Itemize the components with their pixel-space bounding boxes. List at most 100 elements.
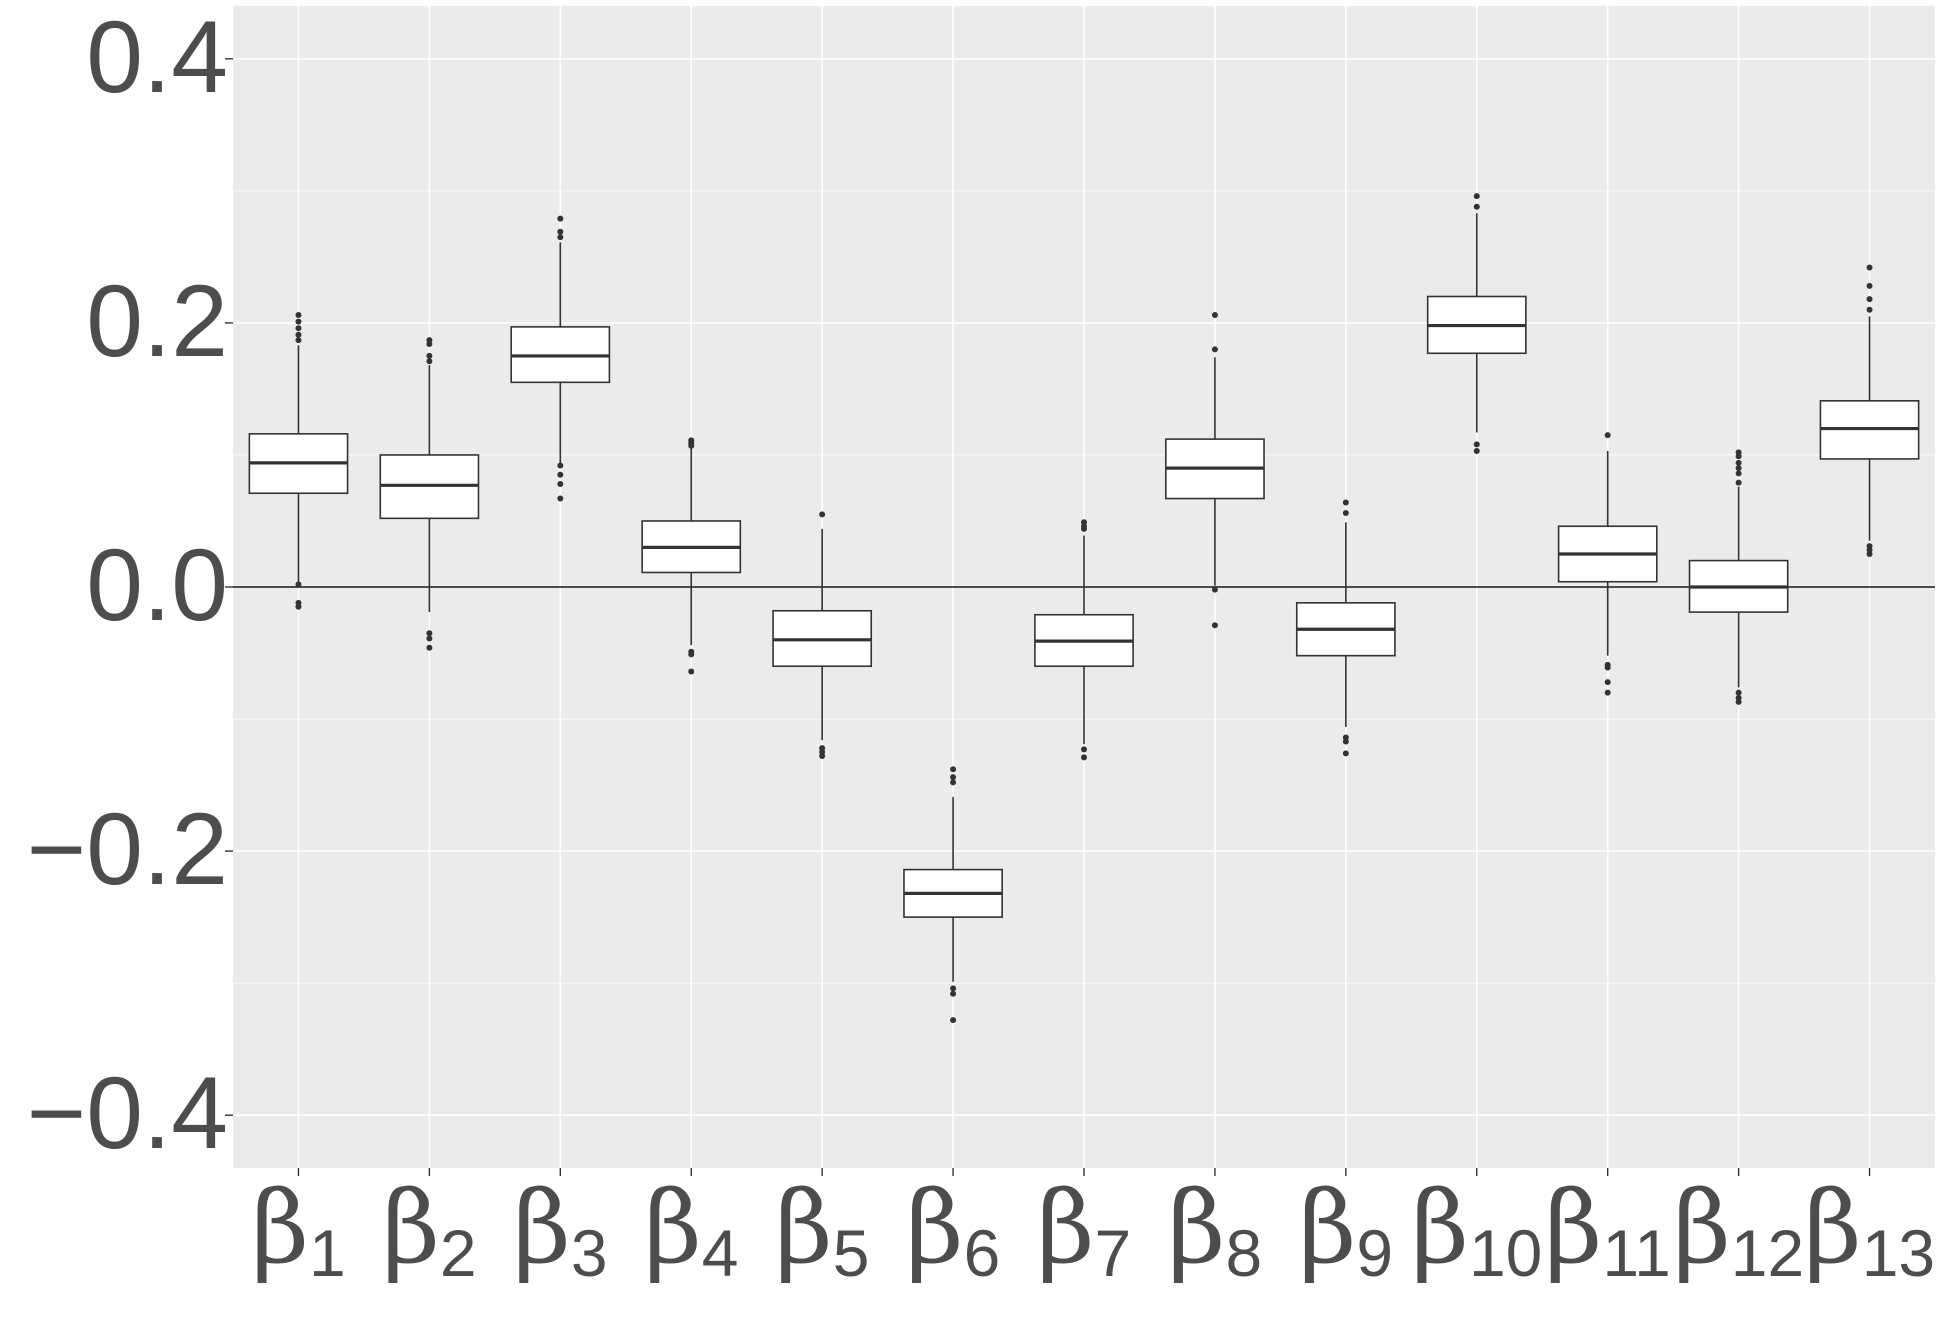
x-tick-label: β3 <box>513 1169 608 1290</box>
x-tick-label: β7 <box>1037 1169 1132 1290</box>
outlier-point <box>1866 296 1873 303</box>
outlier-point <box>1473 447 1480 454</box>
x-tick-label: β4 <box>644 1169 739 1290</box>
x-tick-base: β <box>513 1169 571 1286</box>
x-tick-label: β8 <box>1168 1169 1263 1290</box>
outlier-point <box>1473 203 1480 210</box>
outlier-point <box>1735 479 1742 486</box>
x-tick-base: β <box>1037 1169 1095 1286</box>
outlier-point <box>426 644 433 651</box>
y-axis: 0.4 0.2 0.0 −0.2 −0.4 <box>27 0 233 1170</box>
x-tick-subscript: 2 <box>440 1216 477 1290</box>
outlier-point <box>557 481 564 488</box>
x-tick-base: β <box>1673 1169 1731 1286</box>
x-tick-subscript: 11 <box>1602 1216 1671 1290</box>
box-8 <box>1165 311 1265 629</box>
outlier-point <box>426 635 433 642</box>
outlier-point <box>295 325 302 332</box>
outlier-point <box>295 331 302 338</box>
outlier-point <box>819 753 826 760</box>
outlier-point <box>557 228 564 235</box>
x-tick-base: β <box>775 1169 833 1286</box>
outlier-point <box>1604 679 1611 686</box>
outlier-point <box>688 651 695 658</box>
x-tick-label: β1 <box>251 1169 346 1290</box>
y-tick-label: −0.4 <box>27 1056 228 1170</box>
outlier-point <box>1735 459 1742 466</box>
outlier-point <box>557 215 564 222</box>
box-9 <box>1295 499 1396 757</box>
outlier-point <box>1735 698 1742 705</box>
outlier-point <box>426 630 433 637</box>
outlier-point <box>1866 306 1873 313</box>
outlier-point <box>1866 264 1873 271</box>
outlier-point <box>1735 689 1742 696</box>
outlier-point <box>950 774 957 781</box>
box-10 <box>1426 193 1527 454</box>
outlier-point <box>1342 499 1349 506</box>
outlier-point <box>1211 586 1218 593</box>
outlier-point <box>950 1017 957 1024</box>
x-tick-base: β <box>906 1169 964 1286</box>
outlier-point <box>295 581 302 588</box>
box-5 <box>772 511 873 760</box>
box-2 <box>379 337 480 651</box>
x-tick-label: β9 <box>1299 1169 1394 1290</box>
outlier-point <box>1211 311 1218 318</box>
x-tick-label: β2 <box>382 1169 477 1290</box>
x-tick-label: β12 <box>1673 1169 1804 1290</box>
box-13 <box>1819 264 1920 557</box>
boxes-layer <box>248 193 1920 1024</box>
box-4 <box>641 437 742 675</box>
outlier-point <box>1866 282 1873 289</box>
box-11 <box>1557 432 1658 696</box>
x-tick-subscript: 3 <box>571 1216 608 1290</box>
y-tick-label: −0.2 <box>27 792 228 906</box>
outlier-point <box>1735 465 1742 472</box>
x-tick-base: β <box>1411 1169 1469 1286</box>
x-tick-base: β <box>1299 1169 1357 1286</box>
outlier-point <box>1866 550 1873 557</box>
box-6 <box>903 766 1003 1024</box>
outlier-point <box>1342 510 1349 517</box>
x-tick-label: β13 <box>1804 1169 1935 1290</box>
x-tick-base: β <box>251 1169 309 1286</box>
x-tick-label: β10 <box>1411 1169 1542 1290</box>
outlier-point <box>426 352 433 359</box>
x-tick-subscript: 7 <box>1095 1216 1132 1290</box>
x-tick-subscript: 4 <box>702 1216 739 1290</box>
outlier-point <box>950 990 957 997</box>
x-tick-subscript: 8 <box>1225 1216 1262 1290</box>
outlier-point <box>950 779 957 786</box>
outlier-point <box>950 985 957 992</box>
box-12 <box>1688 449 1789 705</box>
x-tick-subscript: 12 <box>1731 1216 1804 1290</box>
outlier-point <box>688 442 695 449</box>
outlier-point <box>819 511 826 518</box>
outlier-point <box>426 358 433 365</box>
box-3 <box>510 215 611 502</box>
outlier-point <box>1081 754 1087 761</box>
outlier-point <box>1604 689 1611 696</box>
x-tick-subscript: 6 <box>964 1216 1001 1290</box>
outlier-point <box>295 337 302 344</box>
x-axis: β1 β2 β3 β4 β5 β6 β7 β8 β9 β10 β11 β12 β13 <box>251 1168 1935 1290</box>
x-tick-base: β <box>644 1169 702 1286</box>
y-tick-label: 0.4 <box>86 0 228 114</box>
outlier-point <box>1604 432 1611 439</box>
outlier-point <box>1735 470 1742 477</box>
box-7 <box>1034 519 1134 761</box>
x-tick-label: β6 <box>906 1169 1001 1290</box>
outlier-point <box>688 668 695 675</box>
outlier-point <box>295 311 302 318</box>
y-tick-label: 0.0 <box>86 528 228 642</box>
x-tick-base: β <box>1168 1169 1226 1286</box>
x-tick-base: β <box>1804 1169 1862 1286</box>
outlier-point <box>1342 750 1349 757</box>
outlier-point <box>295 318 302 325</box>
outlier-point <box>1735 453 1742 460</box>
x-tick-base: β <box>1545 1169 1603 1286</box>
box-1 <box>248 311 349 610</box>
outlier-point <box>1211 346 1218 353</box>
